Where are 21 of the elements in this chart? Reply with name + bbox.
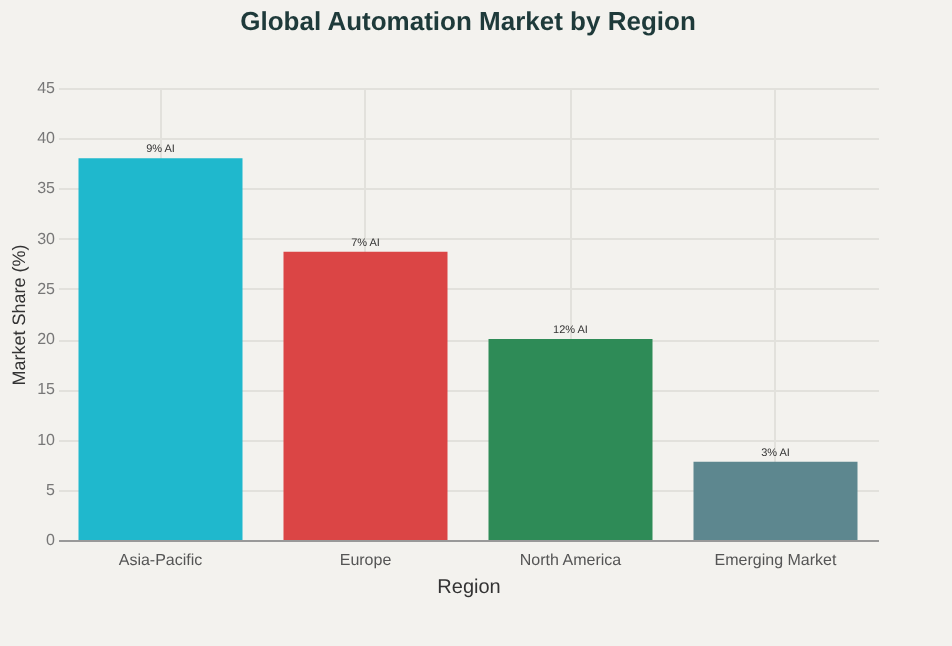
y-tick-label: 45 [37,79,57,97]
x-axis-title: Region [437,577,501,599]
y-tick-label: 5 [46,480,57,499]
y-tick-label: 15 [37,380,57,399]
bar [78,158,243,540]
x-tick-label: Europe [339,551,393,569]
y-tick-label: 0 [46,531,57,549]
bar [283,251,448,540]
y-tick-label: 40 [37,129,57,148]
y-tick-label: 35 [37,179,57,198]
y-tick-label: 30 [37,229,57,248]
x-tick-label: Asia-Pacific [118,551,203,569]
bar [488,339,653,540]
chart-title: Global Automation Market by Region [240,6,696,36]
y-tick-label: 20 [37,330,57,349]
y-axis-title: Market Share (%) [9,244,30,386]
x-tick-label: Emerging Market [714,551,838,569]
y-tick-label: 10 [37,430,57,449]
x-tick-label: North America [519,551,623,569]
y-tick-label: 25 [37,279,57,298]
bar [693,461,858,540]
